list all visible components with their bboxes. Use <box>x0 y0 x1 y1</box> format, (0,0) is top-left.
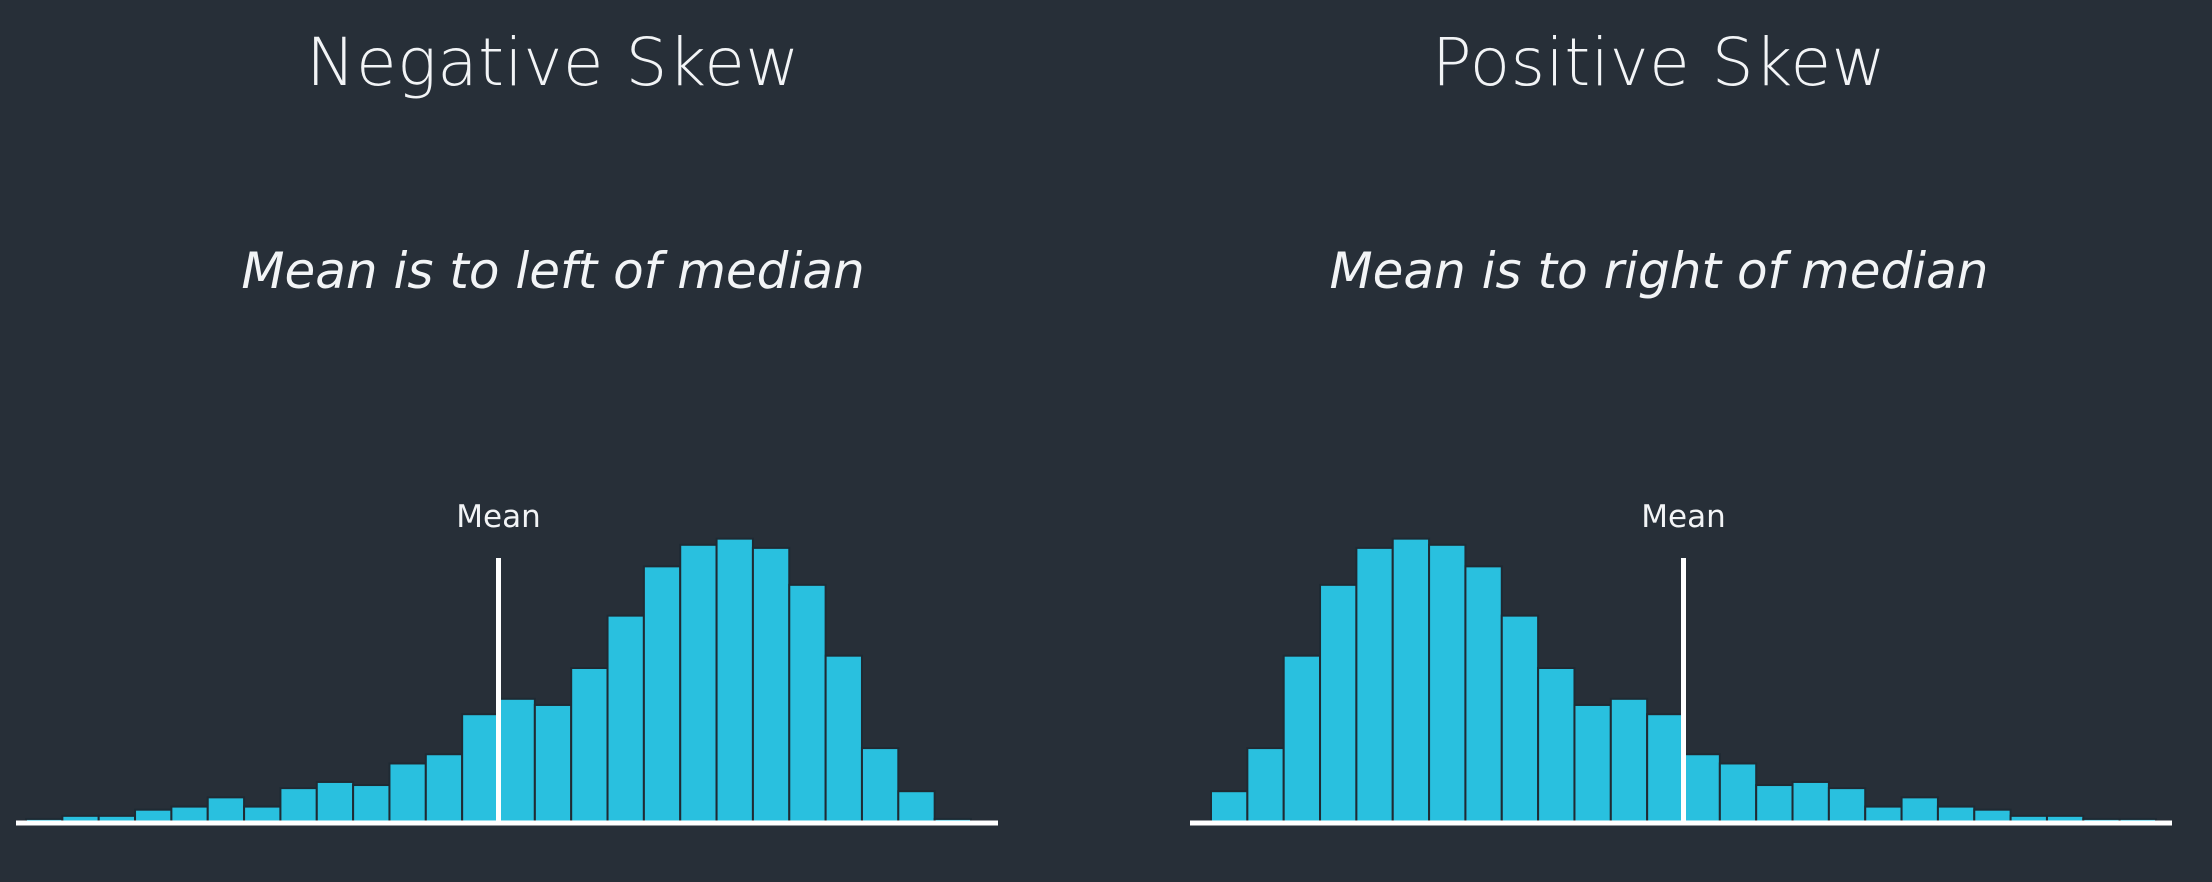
histogram-bar <box>497 697 536 823</box>
histogram-bar <box>424 753 464 823</box>
histogram-bar <box>860 747 900 824</box>
histogram-bar <box>897 790 936 824</box>
histogram-bar <box>1573 703 1612 824</box>
histogram-bar <box>1282 654 1322 823</box>
histogram-bar <box>388 762 427 823</box>
chart-title: Negative Skew <box>306 24 800 101</box>
histogram-bar <box>1537 667 1576 823</box>
histogram-bar <box>570 667 609 823</box>
positive-skew-panel: Positive Skew Mean is to right of median <box>1106 0 2212 882</box>
histogram-bar <box>170 805 209 823</box>
histogram-bar <box>1210 790 1249 824</box>
histogram-bar <box>715 537 754 823</box>
histogram-bar <box>1936 805 1976 823</box>
histogram-bar <box>1464 565 1503 823</box>
histogram-bar <box>1646 713 1685 824</box>
histogram-bar <box>1500 614 1540 824</box>
histogram-bar <box>824 654 863 823</box>
histogram-bar <box>206 796 246 823</box>
histogram-bar <box>315 780 355 824</box>
histogram-bar <box>1755 784 1794 823</box>
histogram-bar <box>1791 780 1830 824</box>
histogram-bar <box>642 565 682 823</box>
negative-skew-chart: Mean <box>16 499 998 826</box>
histogram-bar <box>1827 787 1867 823</box>
histogram-bar <box>243 805 282 823</box>
positive-skew-chart: Mean <box>1190 499 2172 826</box>
histogram-bar <box>1319 583 1358 824</box>
histogram-bar <box>1682 753 1721 823</box>
histogram-bar <box>134 808 173 823</box>
histogram-bar <box>533 703 573 824</box>
chart-subtitle: Mean is to left of median <box>241 242 865 300</box>
mean-label: Mean <box>1641 499 1725 535</box>
chart-title: Positive Skew <box>1431 24 1887 101</box>
mean-label: Mean <box>456 499 540 535</box>
histogram-bar <box>352 784 391 823</box>
histogram-bar <box>606 614 645 824</box>
histogram-bar <box>1718 762 1758 823</box>
histogram-bar <box>1391 537 1431 823</box>
histogram-bar <box>1428 543 1467 823</box>
histogram-bar <box>279 787 318 823</box>
negative-skew-panel: Negative Skew Mean is to left of median <box>241 24 865 300</box>
histogram-bar <box>461 713 500 824</box>
histogram-bar <box>679 543 718 823</box>
histogram-bar <box>1246 747 1285 824</box>
histogram-bar <box>1973 808 2012 823</box>
histogram-bar <box>1900 796 1939 823</box>
chart-subtitle: Mean is to right of median <box>1329 242 1989 300</box>
histogram-bar <box>751 546 791 823</box>
histogram-bar <box>1864 805 1903 823</box>
histogram-bar <box>788 583 827 824</box>
histogram-bar <box>1609 697 1649 823</box>
histogram-bar <box>1355 546 1394 823</box>
